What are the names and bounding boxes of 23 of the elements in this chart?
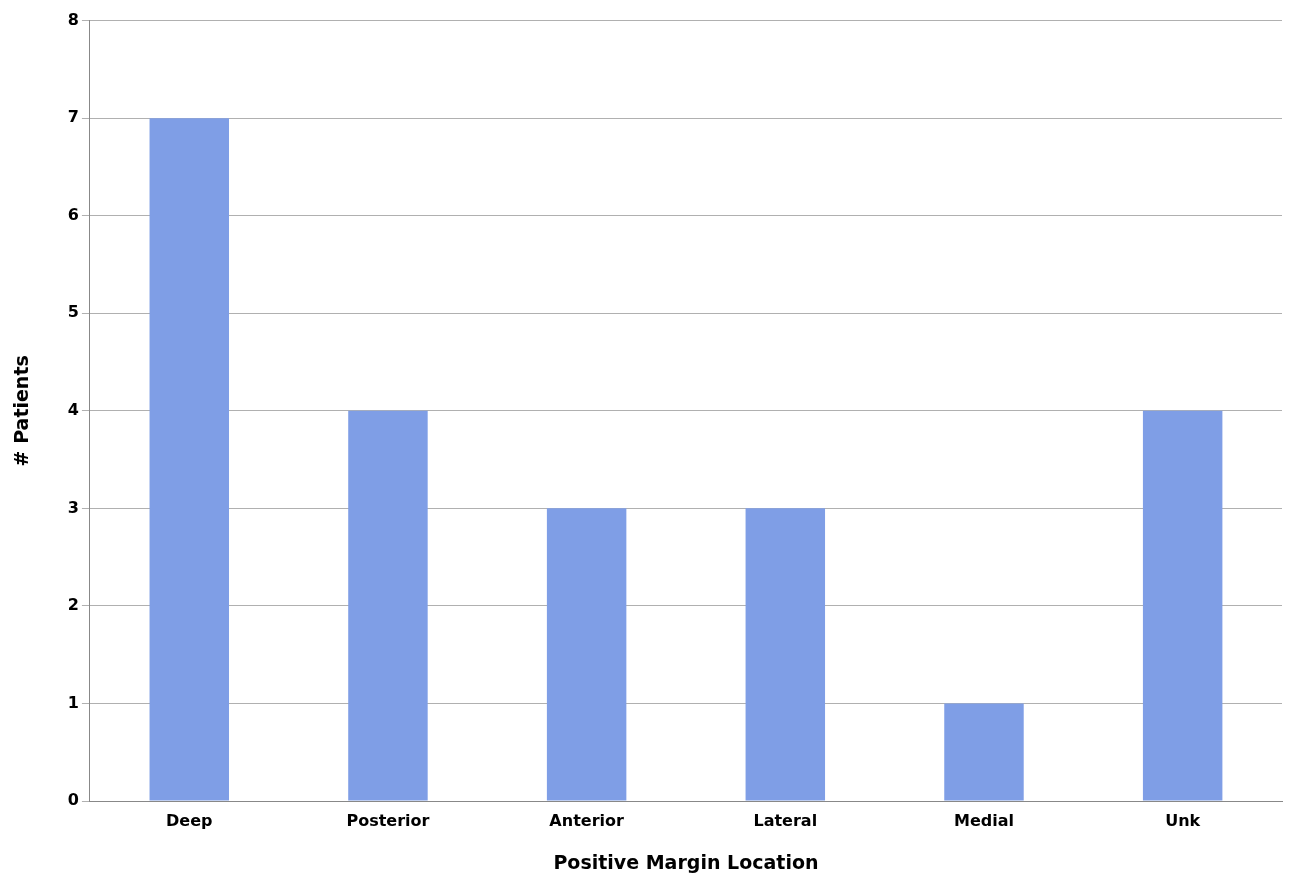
y-tick-label: 5 bbox=[67, 302, 79, 322]
x-tick-label: Lateral bbox=[753, 810, 818, 830]
y-tick-label: 1 bbox=[67, 692, 79, 712]
y-tick-label: 3 bbox=[67, 497, 79, 517]
bar bbox=[546, 508, 627, 801]
bar bbox=[149, 118, 230, 801]
y-axis-title: # Patients bbox=[10, 355, 33, 467]
y-tick-label: 2 bbox=[67, 595, 79, 615]
y-tick-label: 6 bbox=[67, 204, 79, 224]
y-tick-label: 0 bbox=[67, 790, 79, 810]
y-tick-label: 7 bbox=[67, 107, 79, 127]
x-tick-label: Unk bbox=[1165, 810, 1201, 830]
bar bbox=[745, 508, 826, 801]
y-tick-label: 8 bbox=[67, 9, 79, 29]
y-tick-label: 4 bbox=[67, 399, 79, 419]
bar bbox=[348, 410, 428, 801]
x-tick-label: Anterior bbox=[549, 810, 624, 830]
x-axis-title: Positive Margin Location bbox=[553, 850, 819, 873]
bar bbox=[944, 703, 1024, 801]
bar bbox=[1142, 410, 1223, 801]
x-tick-label: Medial bbox=[953, 810, 1014, 830]
x-tick-label: Deep bbox=[166, 810, 213, 830]
x-tick-label: Posterior bbox=[346, 810, 430, 830]
